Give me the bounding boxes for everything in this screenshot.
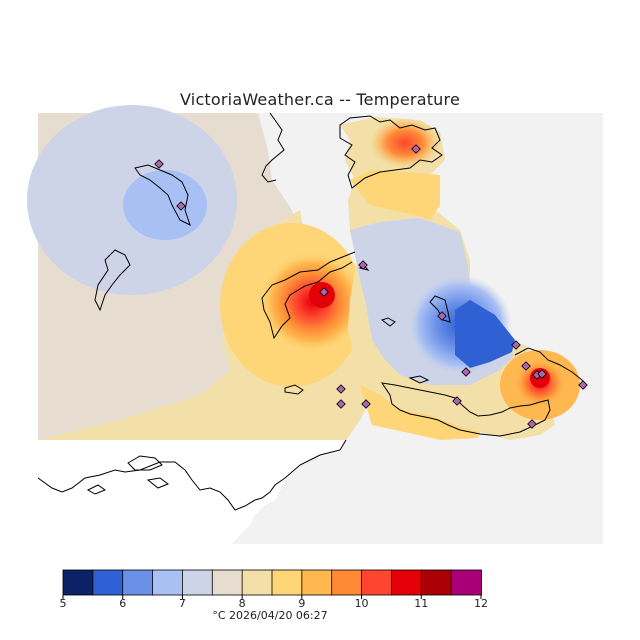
station-marker[interactable] <box>411 144 421 154</box>
legend-swatch <box>391 569 423 596</box>
legend-swatch <box>271 569 303 596</box>
legend-footer: °C 2026/04/20 06:27 <box>212 609 328 622</box>
legend-swatch <box>301 569 333 596</box>
station-marker[interactable] <box>176 201 186 211</box>
legend-swatch <box>331 569 363 596</box>
legend-swatch <box>241 569 273 596</box>
legend-tick-label: 6 <box>119 597 127 610</box>
legend-swatch <box>182 569 214 596</box>
station-marker[interactable] <box>336 384 346 394</box>
temperature-field-east <box>340 117 585 440</box>
station-marker[interactable] <box>461 367 471 377</box>
station-marker[interactable] <box>527 419 537 429</box>
legend-tick-label: 11 <box>414 597 429 610</box>
station-marker[interactable] <box>452 396 462 406</box>
legend-tick-label: 7 <box>178 597 186 610</box>
station-marker[interactable] <box>319 287 329 297</box>
legend-swatch <box>122 569 154 596</box>
station-marker[interactable] <box>578 380 588 390</box>
legend-tick-label: 10 <box>354 597 369 610</box>
station-marker[interactable] <box>154 159 164 169</box>
coastlines <box>37 112 586 511</box>
station-marker[interactable] <box>336 399 346 409</box>
legend-tick-label: 5 <box>59 597 67 610</box>
legend-colorbar <box>62 569 482 596</box>
map-title: VictoriaWeather.ca -- Temperature <box>180 90 460 109</box>
legend-tick-label: 12 <box>474 597 488 610</box>
legend-swatch <box>450 569 482 596</box>
legend-tick-label: 8 <box>238 597 246 610</box>
station-marker[interactable] <box>511 340 521 350</box>
legend-ticks <box>62 595 482 599</box>
station-marker[interactable] <box>537 369 547 379</box>
station-marker[interactable] <box>358 260 368 270</box>
station-marker[interactable] <box>437 311 447 321</box>
legend-swatch <box>211 569 244 596</box>
landmass-south <box>38 440 346 544</box>
station-marker[interactable] <box>521 361 531 371</box>
legend-tick-label: 9 <box>298 597 306 610</box>
weather-stations[interactable] <box>154 144 588 429</box>
legend-swatch <box>62 569 94 596</box>
legend-swatch <box>92 569 124 596</box>
legend-swatch <box>152 569 184 596</box>
temperature-field-west <box>27 105 385 440</box>
legend-swatch <box>420 569 453 596</box>
legend-swatch <box>361 569 393 596</box>
station-marker[interactable] <box>361 399 371 409</box>
